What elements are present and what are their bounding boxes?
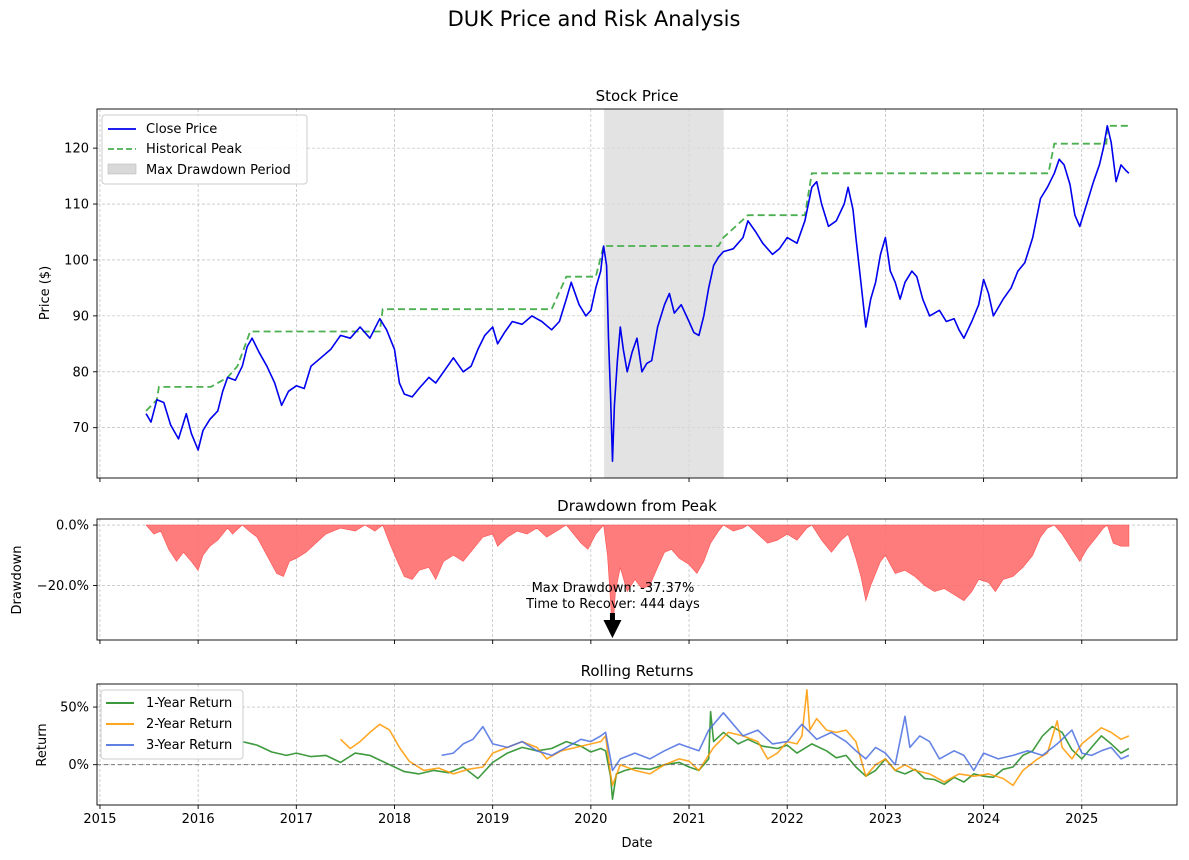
x-tick-label: 2025 <box>1065 812 1098 827</box>
x-tick-label: 2020 <box>574 812 607 827</box>
y-tick-label: 70 <box>72 421 89 436</box>
drawdown-panel: Drawdown from Peak 0.0% −20.0% Drawdown M… <box>10 497 1178 644</box>
y-tick-label: 80 <box>72 365 89 380</box>
y-tick-label: 110 <box>64 198 89 213</box>
y-tick-label: −20.0% <box>37 579 89 594</box>
rolling-returns-panel: Rolling Returns 50%0% 2015 2016 2017 2018 20… <box>35 662 1178 851</box>
x-tick-label: 2024 <box>967 812 1000 827</box>
y-tick-label: 0% <box>68 758 89 773</box>
x-tick-label: 2023 <box>869 812 902 827</box>
x-tick-label: 2015 <box>83 812 116 827</box>
annotation-line-1: Max Drawdown: -37.37% <box>532 581 695 596</box>
rolling-returns-axes-frame <box>96 683 1178 806</box>
rolling-returns-lines <box>97 689 1177 800</box>
annotation-arrow-head <box>603 620 622 639</box>
legend-shade-swatch <box>107 163 137 175</box>
one-year-return-line <box>242 710 1130 800</box>
drawdown-title: Drawdown from Peak <box>557 497 717 515</box>
y-tick-label: 120 <box>64 142 89 157</box>
y-tick-label: 90 <box>72 309 89 324</box>
drawdown-x-ticks <box>99 640 1083 644</box>
stock-price-axes-frame <box>96 108 1178 479</box>
y-tick-label: 0.0% <box>56 519 89 534</box>
max-drawdown-period-band <box>604 109 724 478</box>
stock-price-y-ticks: 70 80 90 100 110 120 <box>64 142 97 436</box>
drawdown-ylabel: Drawdown <box>10 545 25 614</box>
legend-2y-label: 2-Year Return <box>146 717 232 732</box>
annotation-line-2: Time to Recover: 444 days <box>525 597 700 612</box>
legend-close-label: Close Price <box>146 122 217 137</box>
legend-shade-label: Max Drawdown Period <box>146 163 291 178</box>
stock-price-legend: Close Price Historical Peak Max Drawdown… <box>101 114 308 185</box>
x-tick-label: 2019 <box>476 812 509 827</box>
two-year-return-line <box>339 689 1130 787</box>
figure-title: DUK Price and Risk Analysis <box>448 7 741 31</box>
rolling-returns-ylabel: Return <box>35 723 50 766</box>
close-price-line <box>145 125 1130 462</box>
legend-peak-label: Historical Peak <box>146 142 242 157</box>
drawdown-y-ticks: 0.0% −20.0% <box>37 519 97 594</box>
historical-peak-line <box>145 124 1129 412</box>
three-year-return-line <box>441 712 1130 772</box>
rolling-returns-xlabel: Date <box>621 836 652 851</box>
x-tick-label: 2018 <box>378 812 411 827</box>
rolling-returns-legend: 1-Year Return 2-Year Return 3-Year Retur… <box>100 689 244 760</box>
stock-price-lines <box>145 124 1130 462</box>
x-tick-label: 2016 <box>182 812 215 827</box>
rolling-returns-y-ticks: 50% 0% <box>60 701 97 773</box>
legend-box-returns <box>100 689 244 760</box>
max-drawdown-shading <box>604 109 724 478</box>
stock-price-title: Stock Price <box>596 87 679 105</box>
drawdown-area <box>145 524 1130 638</box>
rolling-returns-title: Rolling Returns <box>581 662 694 680</box>
legend-box <box>101 114 308 185</box>
stock-price-panel: Stock Price 70 80 90 100 110 120 Price ($) Cl… <box>38 87 1178 482</box>
x-tick-label: 2021 <box>672 812 705 827</box>
max-drawdown-annotation: Max Drawdown: -37.37% Time to Recover: 4… <box>525 581 700 639</box>
drawdown-axes-frame <box>96 518 1178 641</box>
stock-price-x-ticks <box>99 478 1083 482</box>
stock-price-ylabel: Price ($) <box>38 266 53 320</box>
x-tick-label: 2022 <box>771 812 804 827</box>
legend-1y-label: 1-Year Return <box>146 696 232 711</box>
y-tick-label: 50% <box>60 701 89 716</box>
y-tick-label: 100 <box>64 253 89 268</box>
legend-3y-label: 3-Year Return <box>146 738 232 753</box>
rolling-returns-grid <box>97 684 1177 805</box>
drawdown-fill <box>145 524 1130 638</box>
rolling-returns-x-ticks: 2015 2016 2017 2018 2019 2020 2021 2022 2023 2024… <box>83 805 1098 827</box>
x-tick-label: 2017 <box>280 812 313 827</box>
